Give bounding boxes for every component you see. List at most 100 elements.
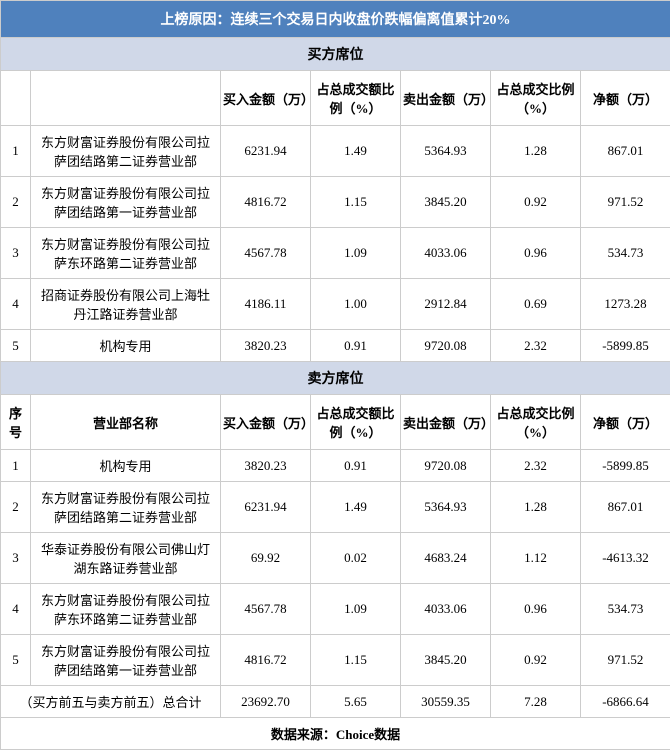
cell-net: -4613.32 [581, 533, 670, 584]
cell-buy-amt: 69.92 [221, 533, 311, 584]
seller-row: 5东方财富证券股份有限公司拉萨团结路第一证券营业部4816.721.153845… [1, 635, 670, 686]
cell-sell-pct: 1.28 [491, 126, 581, 177]
cell-sell-pct: 0.96 [491, 228, 581, 279]
col-buy-pct: 占总成交额比例（%） [311, 395, 401, 450]
buyer-section-header: 买方席位 [1, 38, 670, 71]
seller-row: 4东方财富证券股份有限公司拉萨东环路第二证券营业部4567.781.094033… [1, 584, 670, 635]
cell-buy-pct: 1.09 [311, 584, 401, 635]
cell-buy-pct: 0.02 [311, 533, 401, 584]
col-sell-pct: 占总成交比例（%） [491, 395, 581, 450]
total-row: （买方前五与卖方前五）总合计23692.705.6530559.357.28-6… [1, 686, 670, 718]
col-net: 净额（万） [581, 395, 670, 450]
cell-name: 机构专用 [31, 450, 221, 482]
cell-sell-pct: 1.12 [491, 533, 581, 584]
cell-buy-pct: 1.15 [311, 177, 401, 228]
cell-net: 534.73 [581, 584, 670, 635]
cell-buy-amt: 6231.94 [221, 482, 311, 533]
cell-net: -5899.85 [581, 330, 670, 362]
cell-buy-pct: 1.00 [311, 279, 401, 330]
cell-buy-amt: 4816.72 [221, 635, 311, 686]
cell-buy-amt: 4816.72 [221, 177, 311, 228]
total-net: -6866.64 [581, 686, 670, 718]
cell-sell-pct: 2.32 [491, 330, 581, 362]
total-buy-pct: 5.65 [311, 686, 401, 718]
cell-buy-amt: 4567.78 [221, 228, 311, 279]
cell-name: 机构专用 [31, 330, 221, 362]
cell-sell-pct: 1.28 [491, 482, 581, 533]
cell-name: 东方财富证券股份有限公司拉萨团结路第二证券营业部 [31, 482, 221, 533]
cell-net: 971.52 [581, 635, 670, 686]
cell-sell-amt: 5364.93 [401, 482, 491, 533]
cell-idx: 3 [1, 533, 31, 584]
cell-idx: 4 [1, 279, 31, 330]
cell-sell-amt: 4033.06 [401, 228, 491, 279]
cell-idx: 5 [1, 330, 31, 362]
cell-idx: 2 [1, 177, 31, 228]
col-buy-pct: 占总成交额比例（%） [311, 71, 401, 126]
cell-sell-pct: 0.92 [491, 635, 581, 686]
cell-idx: 5 [1, 635, 31, 686]
buyer-row: 4招商证券股份有限公司上海牡丹江路证券营业部4186.111.002912.84… [1, 279, 670, 330]
cell-net: 867.01 [581, 126, 670, 177]
total-label: （买方前五与卖方前五）总合计 [1, 686, 221, 718]
cell-name: 东方财富证券股份有限公司拉萨团结路第二证券营业部 [31, 126, 221, 177]
cell-net: 1273.28 [581, 279, 670, 330]
cell-name: 东方财富证券股份有限公司拉萨东环路第二证券营业部 [31, 584, 221, 635]
cell-buy-pct: 0.91 [311, 450, 401, 482]
col-sell-amt: 卖出金额（万） [401, 71, 491, 126]
total-sell-amt: 30559.35 [401, 686, 491, 718]
cell-name: 东方财富证券股份有限公司拉萨东环路第二证券营业部 [31, 228, 221, 279]
cell-idx: 1 [1, 450, 31, 482]
buyer-row: 1东方财富证券股份有限公司拉萨团结路第二证券营业部6231.941.495364… [1, 126, 670, 177]
buyer-row: 5机构专用3820.230.919720.082.32-5899.85 [1, 330, 670, 362]
col-idx: 序号 [1, 395, 31, 450]
col-name: 营业部名称 [31, 395, 221, 450]
cell-sell-pct: 0.96 [491, 584, 581, 635]
cell-idx: 2 [1, 482, 31, 533]
cell-name: 东方财富证券股份有限公司拉萨团结路第一证券营业部 [31, 635, 221, 686]
cell-sell-amt: 3845.20 [401, 635, 491, 686]
cell-net: 534.73 [581, 228, 670, 279]
cell-buy-pct: 1.49 [311, 126, 401, 177]
cell-buy-amt: 4186.11 [221, 279, 311, 330]
col-sell-amt: 卖出金额（万） [401, 395, 491, 450]
cell-buy-amt: 4567.78 [221, 584, 311, 635]
cell-net: 971.52 [581, 177, 670, 228]
buyer-row: 2东方财富证券股份有限公司拉萨团结路第一证券营业部4816.721.153845… [1, 177, 670, 228]
cell-sell-amt: 9720.08 [401, 330, 491, 362]
cell-sell-amt: 9720.08 [401, 450, 491, 482]
cell-sell-pct: 2.32 [491, 450, 581, 482]
cell-buy-pct: 0.91 [311, 330, 401, 362]
cell-sell-amt: 4683.24 [401, 533, 491, 584]
cell-buy-pct: 1.09 [311, 228, 401, 279]
col-sell-pct: 占总成交比例（%） [491, 71, 581, 126]
seller-section-header: 卖方席位 [1, 362, 670, 395]
col-buy-amt: 买入金额（万） [221, 71, 311, 126]
seller-row: 2东方财富证券股份有限公司拉萨团结路第二证券营业部6231.941.495364… [1, 482, 670, 533]
col-buy-amt: 买入金额（万） [221, 395, 311, 450]
cell-sell-pct: 0.92 [491, 177, 581, 228]
cell-buy-pct: 1.49 [311, 482, 401, 533]
seller-row: 3华泰证券股份有限公司佛山灯湖东路证券营业部69.920.024683.241.… [1, 533, 670, 584]
buyer-row: 3东方财富证券股份有限公司拉萨东环路第二证券营业部4567.781.094033… [1, 228, 670, 279]
col-name [31, 71, 221, 126]
col-net: 净额（万） [581, 71, 670, 126]
cell-name: 招商证券股份有限公司上海牡丹江路证券营业部 [31, 279, 221, 330]
cell-net: -5899.85 [581, 450, 670, 482]
table-title: 上榜原因：连续三个交易日内收盘价跌幅偏离值累计20% [1, 1, 670, 38]
cell-net: 867.01 [581, 482, 670, 533]
cell-name: 东方财富证券股份有限公司拉萨团结路第一证券营业部 [31, 177, 221, 228]
cell-sell-amt: 4033.06 [401, 584, 491, 635]
cell-buy-amt: 3820.23 [221, 450, 311, 482]
cell-sell-amt: 3845.20 [401, 177, 491, 228]
cell-idx: 3 [1, 228, 31, 279]
data-source-footer: 数据来源：Choice数据 [1, 718, 670, 750]
cell-sell-amt: 5364.93 [401, 126, 491, 177]
listing-table: 上榜原因：连续三个交易日内收盘价跌幅偏离值累计20%买方席位买入金额（万）占总成… [0, 0, 670, 750]
cell-idx: 4 [1, 584, 31, 635]
cell-buy-amt: 6231.94 [221, 126, 311, 177]
cell-idx: 1 [1, 126, 31, 177]
seller-row: 1机构专用3820.230.919720.082.32-5899.85 [1, 450, 670, 482]
cell-buy-pct: 1.15 [311, 635, 401, 686]
total-sell-pct: 7.28 [491, 686, 581, 718]
